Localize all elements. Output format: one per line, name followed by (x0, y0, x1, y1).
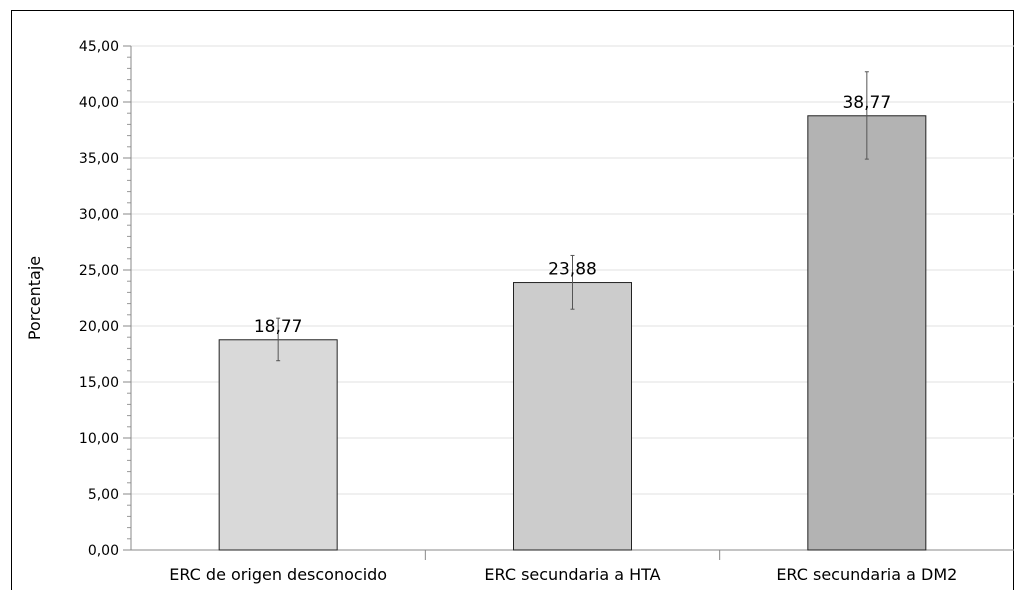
data-label: 23,88 (548, 260, 597, 280)
bars (218, 115, 927, 551)
y-tick-label: 45,00 (79, 39, 119, 55)
y-tick-label: 25,00 (79, 263, 119, 279)
y-tick-label: 0,00 (88, 543, 119, 559)
y-tick-label: 15,00 (79, 375, 119, 391)
data-label: 38,77 (842, 93, 891, 113)
labels: 0,00 5,00 10,00 15,00 20,00 25,00 30,00 35,00 40… (79, 39, 957, 584)
y-tick-label: 40,00 (79, 95, 119, 111)
y-tick-label: 30,00 (79, 207, 119, 223)
y-axis-title: Porcentaje (25, 256, 44, 340)
y-tick-label: 35,00 (79, 151, 119, 167)
x-tick-label: ERC secundaria a HTA (484, 565, 660, 584)
x-tick-label: ERC de origen desconocido (169, 565, 387, 584)
y-tick-label: 20,00 (79, 319, 119, 335)
error-bars (276, 71, 869, 362)
y-tick-label: 10,00 (79, 431, 119, 447)
y-tick-label: 5,00 (88, 487, 119, 503)
bar (218, 339, 338, 551)
bar (513, 282, 632, 551)
x-tick-label: ERC secundaria a DM2 (776, 565, 957, 584)
bar (807, 115, 927, 551)
data-label: 18,77 (254, 317, 303, 337)
